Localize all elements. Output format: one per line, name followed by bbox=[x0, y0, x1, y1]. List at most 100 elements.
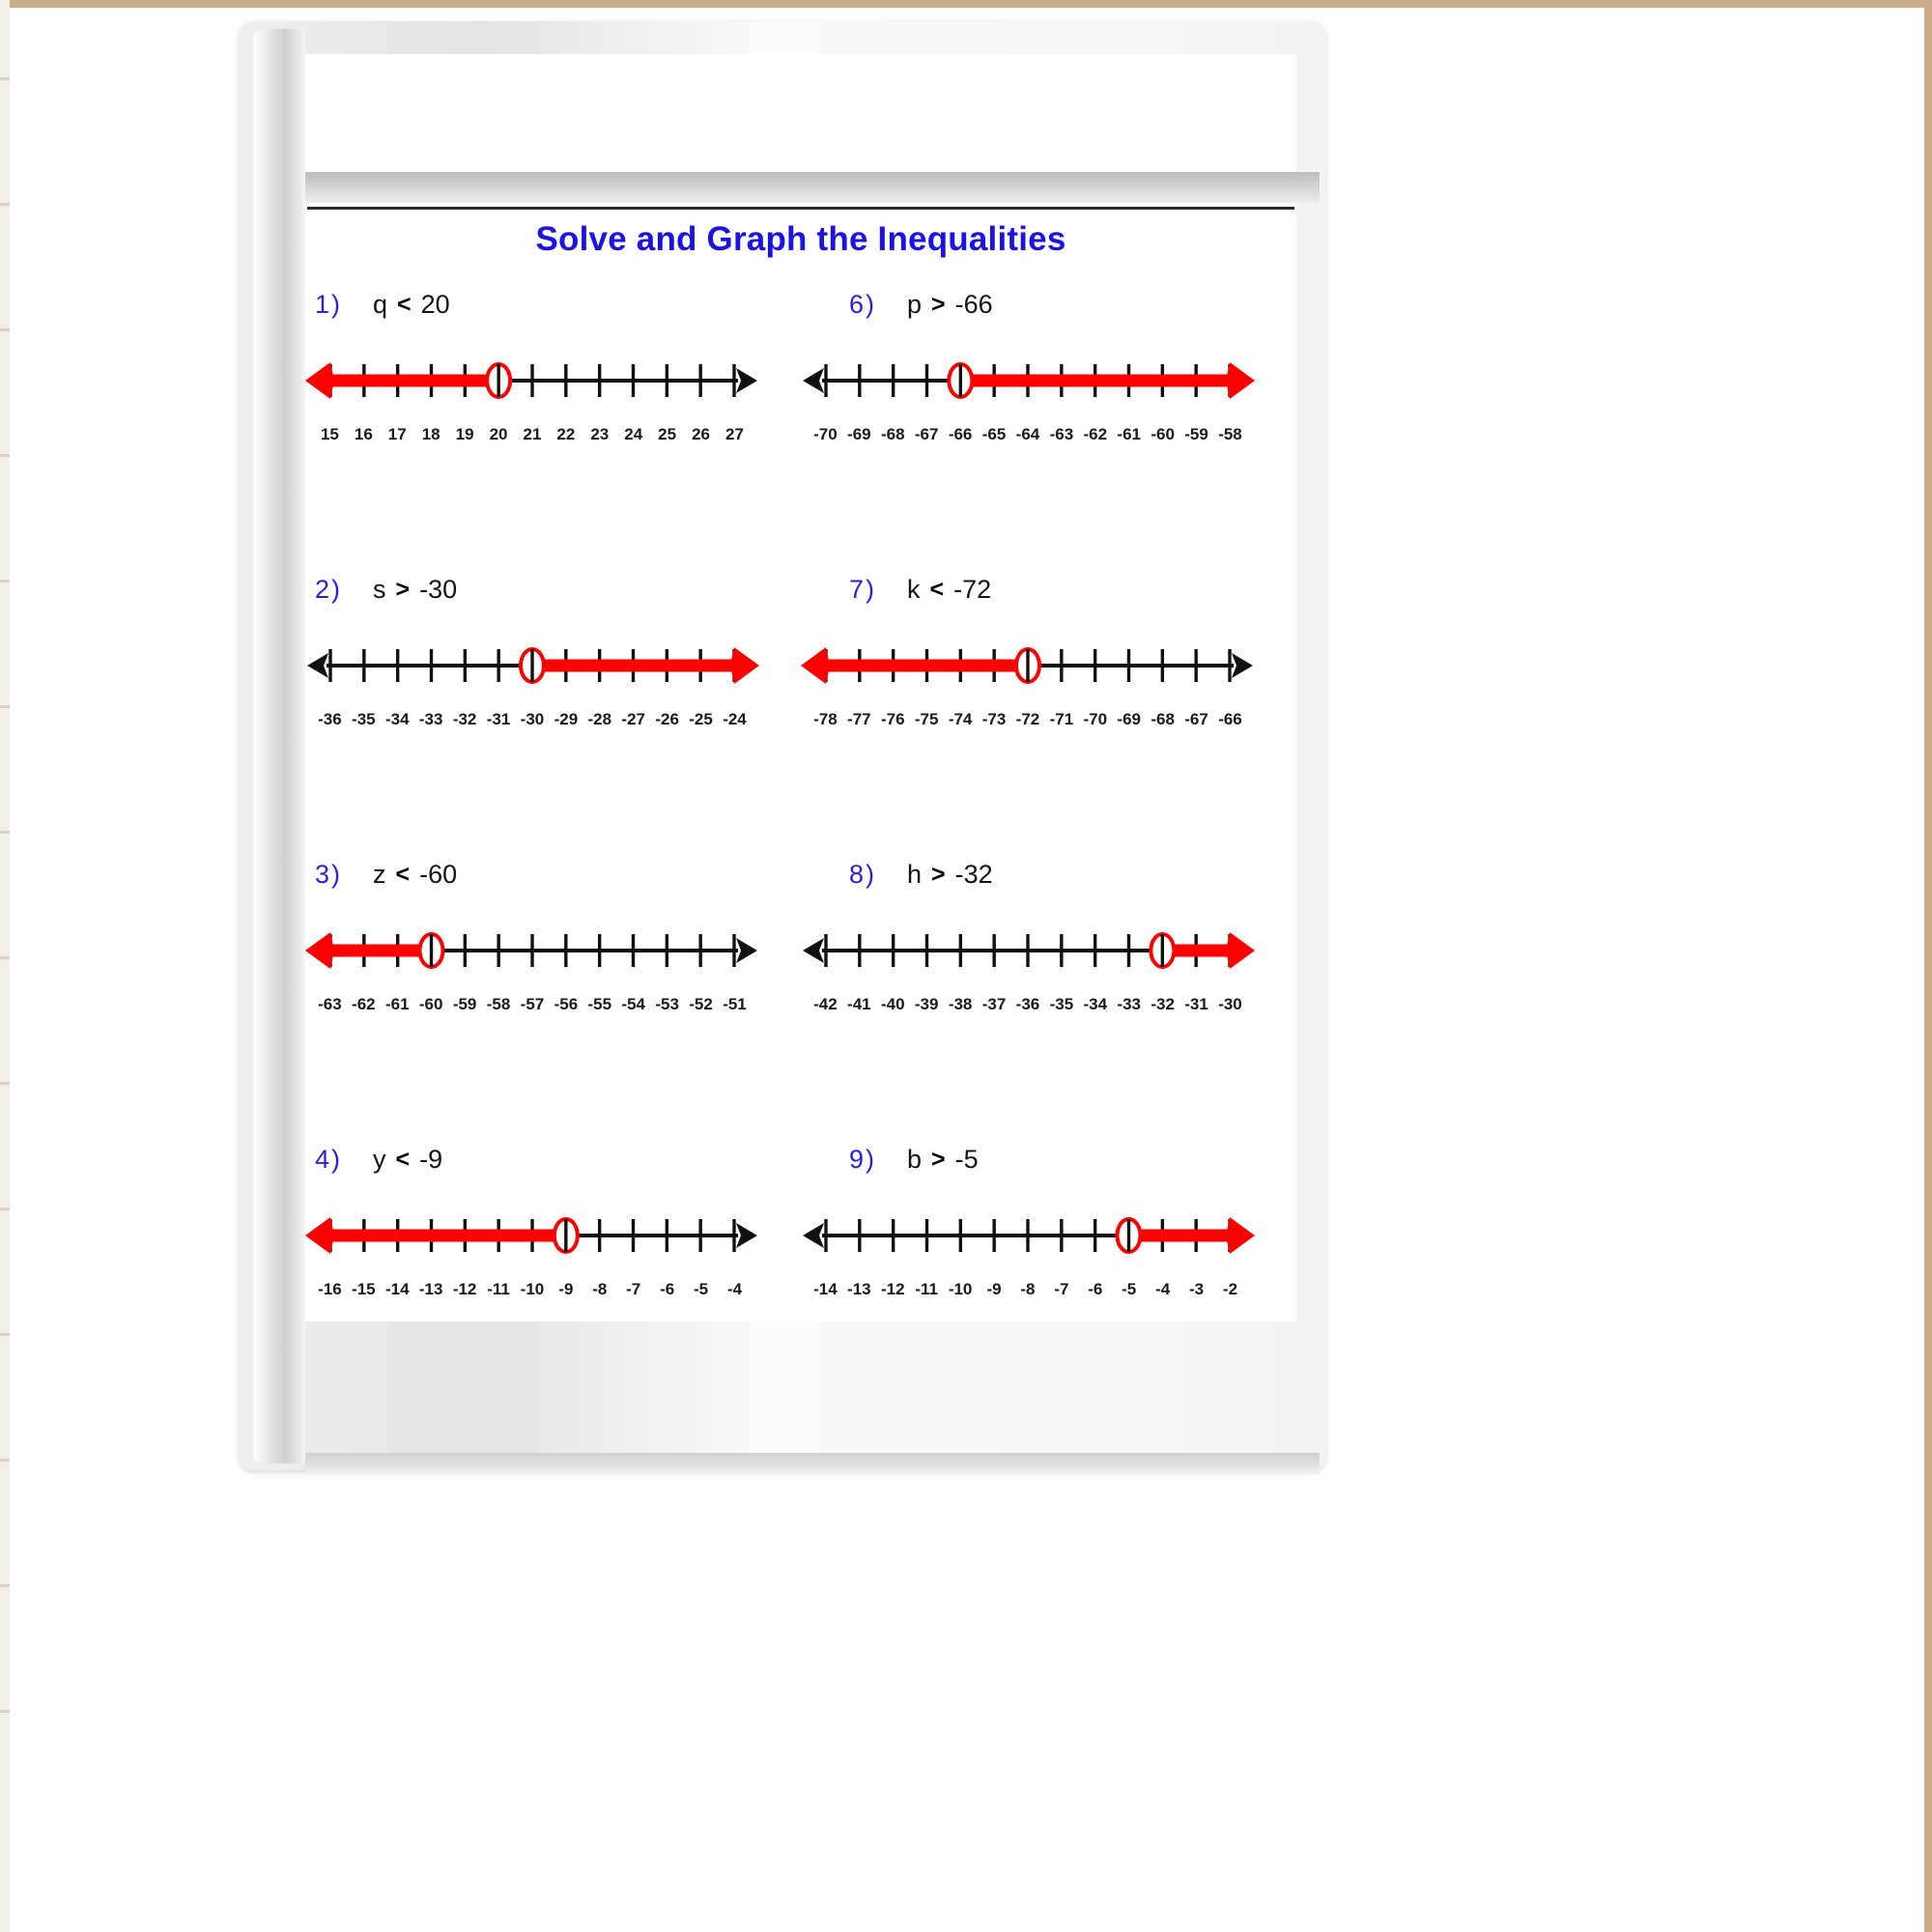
tick-label: 25 bbox=[658, 425, 677, 443]
worksheet-paper bbox=[305, 54, 1296, 1321]
tick-label: 22 bbox=[556, 425, 576, 443]
tick-label: -68 bbox=[880, 425, 905, 443]
tick-label: -68 bbox=[1151, 710, 1175, 728]
tick-label: -36 bbox=[1015, 995, 1040, 1013]
margin-notch bbox=[0, 203, 10, 206]
tick-label: -8 bbox=[1020, 1280, 1036, 1298]
tick-label: -15 bbox=[352, 1280, 376, 1298]
problem-statement: 1) q <20 bbox=[315, 290, 801, 332]
tick-label: -33 bbox=[418, 710, 443, 728]
tick-label: -70 bbox=[1083, 710, 1108, 728]
tick-label: -71 bbox=[1049, 710, 1074, 728]
tick-label: -59 bbox=[1184, 425, 1208, 443]
number-line-graph: 15 16 17 18 19 20 21 22 23 24 25 26 27 bbox=[305, 332, 801, 448]
inequality-operator-icon: < bbox=[395, 1146, 411, 1173]
tick-label: -40 bbox=[880, 995, 905, 1013]
tick-label: -13 bbox=[847, 1280, 871, 1298]
problem-6: 6) p > -66 -70 -69 -68 -67 -66 -65 -64 -63 -62 -61 -60… bbox=[801, 290, 1296, 575]
tick-label-row: -14 -13 -12 -11 -10 -9 -8 -7 -6 -5 -4 -3 -2 bbox=[809, 1280, 1247, 1299]
tick-label: -16 bbox=[318, 1280, 342, 1298]
problem-variable: y bbox=[373, 1145, 386, 1174]
tick-label: -10 bbox=[948, 1280, 973, 1298]
problem-variable: p bbox=[907, 290, 923, 319]
tick-label: -69 bbox=[847, 425, 871, 443]
problem-row: 1) q <20 15 16 17 18 19 20 21 22 23 24 25 26 27 6) p > -66-… bbox=[305, 290, 1296, 575]
tick-label: -7 bbox=[626, 1280, 641, 1298]
margin-notch bbox=[0, 454, 10, 457]
margin-notch bbox=[0, 705, 10, 708]
inequality-operator-icon: < bbox=[929, 576, 945, 603]
tick-label-row: 15 16 17 18 19 20 21 22 23 24 25 26 27 bbox=[313, 425, 752, 444]
tick-label: -34 bbox=[384, 710, 410, 728]
tick-label: -53 bbox=[655, 995, 679, 1013]
problem-variable: q bbox=[373, 290, 388, 319]
margin-notch bbox=[0, 1333, 10, 1336]
tick-label: -63 bbox=[318, 995, 342, 1013]
problem-8: 8) h > -32 -42 -41 -40 -39 -38 -37 -36 -35 -34 -33 -32… bbox=[801, 860, 1296, 1145]
margin-notch bbox=[0, 1710, 10, 1713]
tick-label: -56 bbox=[554, 995, 579, 1013]
problem-variable: b bbox=[907, 1145, 923, 1174]
tick-label: -3 bbox=[1188, 1280, 1205, 1298]
tick-label-row: -16 -15 -14 -13 -12 -11 -10 -9 -8 -7 -6 -5 -4 bbox=[313, 1280, 752, 1299]
number-line-graph: -36 -35 -34 -33 -32 -31 -30 -29 -28 -27 -26 -25 -24 bbox=[305, 617, 801, 733]
tick-label: -32 bbox=[1151, 995, 1175, 1013]
tick-label: -37 bbox=[981, 995, 1007, 1013]
tick-label: -13 bbox=[418, 1280, 443, 1298]
tick-label: -70 bbox=[813, 425, 838, 443]
tick-label: -67 bbox=[914, 425, 939, 443]
tick-label: -11 bbox=[487, 1280, 510, 1298]
problem-statement: 9) b > -5 bbox=[849, 1145, 1296, 1187]
tick-label: -2 bbox=[1222, 1280, 1238, 1298]
number-line-graph: -63 -62 -61 -60 -59 -58 -57 -56 -55 -54 -53 -52 -51 bbox=[305, 902, 801, 1018]
tick-label: -32 bbox=[452, 710, 477, 728]
tick-label: 20 bbox=[489, 425, 508, 443]
tick-label: -6 bbox=[1088, 1280, 1103, 1298]
problem-statement: 4) y < -9 bbox=[315, 1145, 801, 1187]
tick-label: -63 bbox=[1049, 425, 1074, 443]
tick-label: -36 bbox=[318, 710, 342, 728]
tick-label: -61 bbox=[384, 995, 410, 1013]
number-line-graph: -70 -69 -68 -67 -66 -65 -64 -63 -62 -61 -60 -59 -58 bbox=[801, 332, 1296, 448]
tick-label: -75 bbox=[914, 710, 939, 728]
page-title: Solve and Graph the Inequalities bbox=[535, 220, 1066, 258]
page-edge-left bbox=[0, 0, 10, 1932]
tick-label: -6 bbox=[660, 1280, 675, 1298]
tick-label: 21 bbox=[523, 425, 542, 443]
tick-label: 17 bbox=[387, 425, 407, 443]
tick-label: -4 bbox=[1155, 1280, 1171, 1298]
tick-label: -51 bbox=[723, 995, 747, 1013]
tick-label: -64 bbox=[1015, 425, 1040, 443]
problem-number: 1) bbox=[315, 290, 343, 319]
inequality-operator-icon: > bbox=[395, 576, 411, 603]
page-edge-right bbox=[1924, 0, 1932, 1932]
tick-label: -76 bbox=[880, 710, 905, 728]
tick-label: -10 bbox=[520, 1280, 545, 1298]
inequality-operator-icon: > bbox=[931, 291, 946, 318]
toolbar-band-bottom bbox=[305, 1453, 1320, 1474]
margin-notch bbox=[0, 1459, 10, 1462]
tick-label: -39 bbox=[914, 995, 939, 1013]
page-edge-top bbox=[0, 0, 1932, 8]
tick-label: -24 bbox=[723, 710, 747, 728]
tick-label: -28 bbox=[587, 710, 612, 728]
tick-label: -66 bbox=[948, 425, 973, 443]
tick-label-row: -42 -41 -40 -39 -38 -37 -36 -35 -34 -33 -32 -31 -30 bbox=[809, 995, 1247, 1014]
problem-value: -9 bbox=[419, 1145, 443, 1174]
tick-label: -58 bbox=[1218, 425, 1242, 443]
problem-row: 3) z < -60 -63 -62 -61 -60 -59 -58 -57 -56 -55 -54 -53… bbox=[305, 860, 1296, 1145]
inequality-operator-icon: > bbox=[931, 1146, 946, 1173]
margin-notch bbox=[0, 1082, 10, 1085]
tick-label: -5 bbox=[1122, 1280, 1137, 1298]
tick-label: -65 bbox=[981, 425, 1007, 443]
problem-2: 2) s > -30 -36 -35 -34 -33 -32 -31 -30 -29 -28 -27 -26… bbox=[305, 575, 801, 860]
problem-statement: 8) h > -32 bbox=[849, 860, 1296, 902]
problem-value: -30 bbox=[419, 575, 458, 604]
tick-label: -67 bbox=[1184, 710, 1208, 728]
tick-label: -59 bbox=[452, 995, 477, 1013]
tick-label: -7 bbox=[1054, 1280, 1069, 1298]
tick-label: 15 bbox=[320, 425, 339, 443]
problem-value: -66 bbox=[954, 290, 993, 319]
tick-label: -31 bbox=[1184, 995, 1208, 1013]
problem-value: -32 bbox=[954, 860, 993, 889]
